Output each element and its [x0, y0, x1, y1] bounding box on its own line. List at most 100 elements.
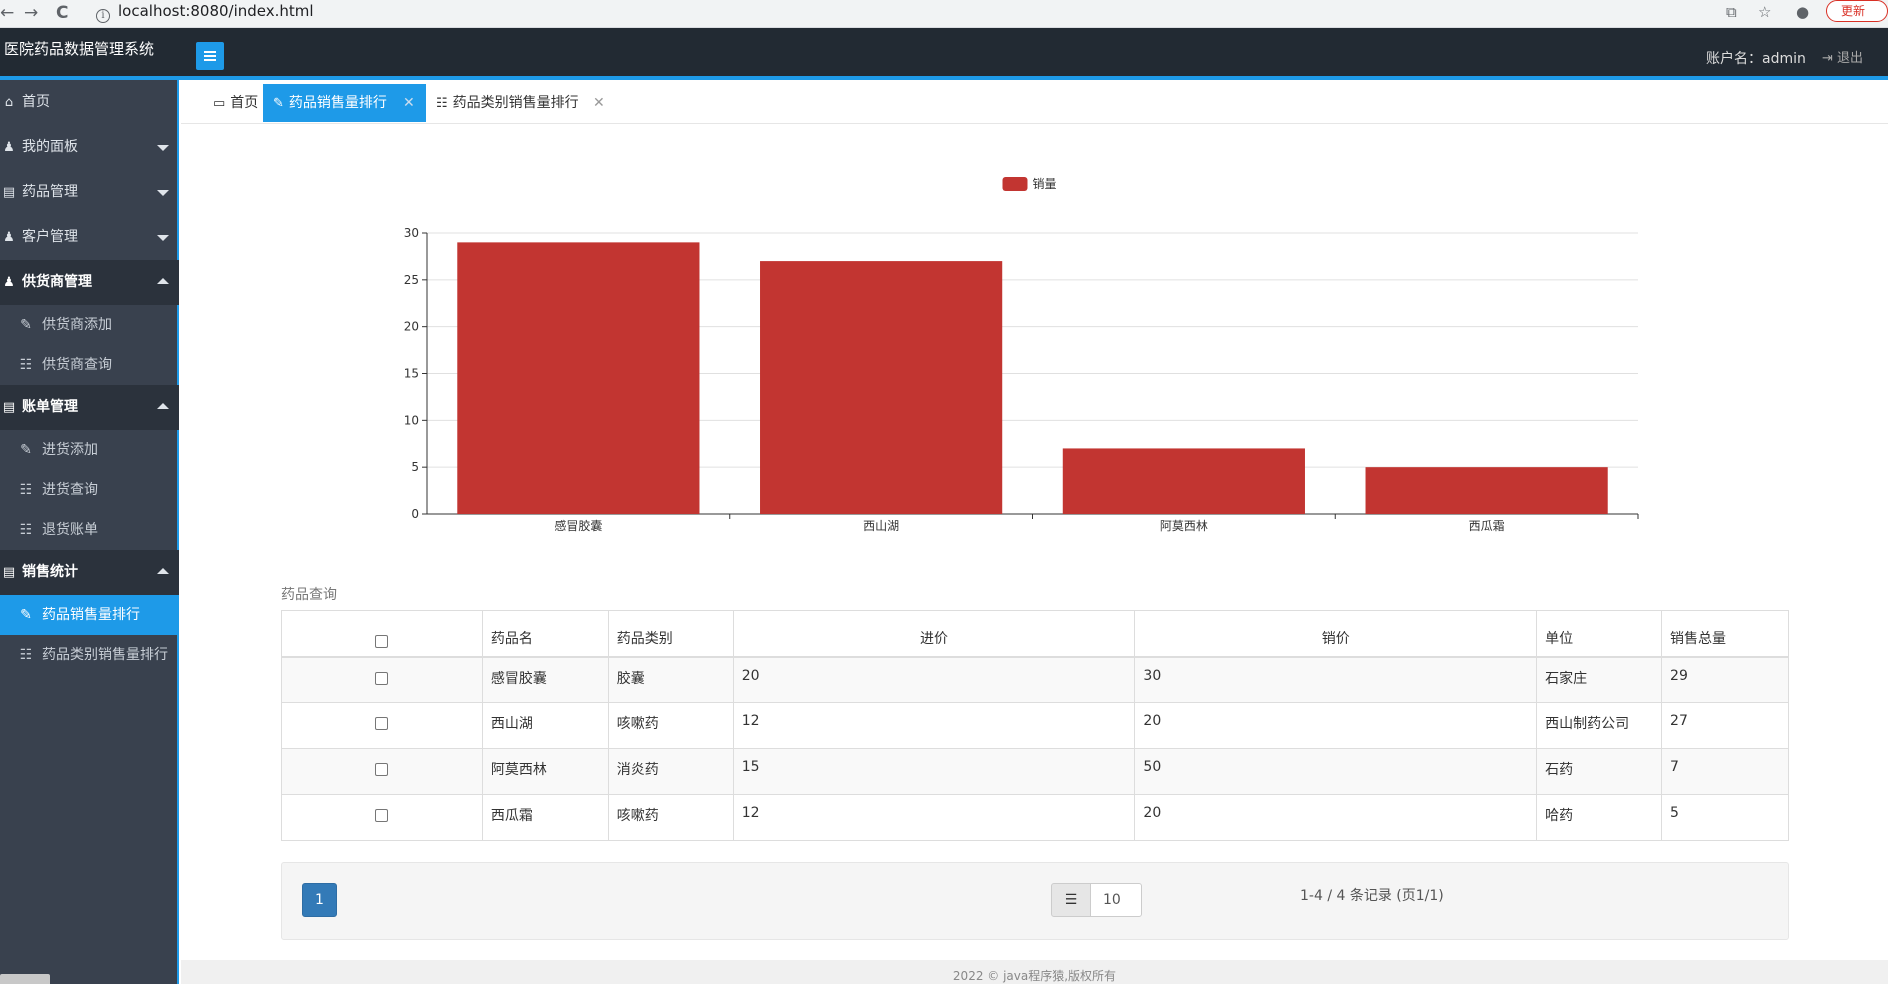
edit-icon: ✎ [20, 317, 32, 333]
browser-toolbar: ← → C i localhost:8080/index.html ⧉ ☆ ● 更… [0, 0, 1888, 28]
document-icon: ▤ [2, 185, 16, 200]
sidebar-item-label: 供货商查询 [42, 357, 112, 373]
copyright-text: 2022 © java程序猿,版权所有 [952, 969, 1117, 983]
sidebar-item-purchase-query[interactable]: ☷ 进货查询 [0, 470, 179, 510]
sidebar-item-purchase-add[interactable]: ✎ 进货添加 [0, 430, 179, 470]
column-header[interactable]: 销售总量 [1661, 610, 1789, 658]
back-icon[interactable]: ← [0, 3, 15, 23]
tab-label: 药品销售量排行 [288, 95, 387, 111]
table-row[interactable]: 西山湖 咳嗽药 12 20 西山制药公司 27 [281, 702, 1789, 749]
y-tick-label: 25 [404, 273, 419, 287]
url-text: localhost:8080/index.html [118, 2, 314, 20]
sidebar: ⌂ 首页 ♟ 我的面板 ▤ 药品管理 ♟ 客户管理 ♟ 供货商管理 ✎ 供货商添… [0, 80, 179, 984]
table-cell: 咳嗽药 [607, 794, 734, 841]
edit-icon: ✎ [20, 442, 32, 458]
column-header[interactable]: 药品名 [481, 610, 609, 658]
table-cell: 西瓜霜 [481, 794, 609, 841]
list-icon: ☷ [19, 522, 33, 538]
bar [760, 261, 1003, 514]
sidebar-item-supplier-mgmt[interactable]: ♟ 供货商管理 [0, 260, 179, 305]
column-header[interactable]: 单位 [1536, 610, 1663, 658]
table-cell: 7 [1661, 748, 1789, 795]
bar [1365, 467, 1608, 514]
y-tick-label: 10 [404, 413, 419, 427]
y-tick-label: 5 [411, 460, 419, 474]
menu-toggle-button[interactable] [196, 42, 224, 70]
row-checkbox[interactable] [375, 671, 389, 685]
list-icon: ☷ [19, 357, 33, 373]
drug-table: 药品名 药品类别 进价 销价 单位 销售总量 感冒胶囊 胶囊 20 30 石家庄… [281, 610, 1789, 841]
column-header[interactable]: 药品类别 [607, 610, 734, 658]
sidebar-item-drug-mgmt[interactable]: ▤ 药品管理 [0, 170, 179, 215]
tab-category-sales-rank[interactable]: ☷ 药品类别销售量排行 ✕ [426, 84, 616, 122]
edit-icon: ✎ [20, 607, 32, 623]
sidebar-item-category-sales-rank[interactable]: ☷ 药品类别销售量排行 [0, 635, 179, 675]
table-cell: 30 [1134, 656, 1538, 703]
table-cell: 5 [1661, 794, 1789, 841]
row-checkbox[interactable] [375, 809, 389, 822]
chart-canvas: 0 5 10 15 20 25 30 感冒胶囊 西山湖 阿莫西林 西瓜霜 销量 [404, 177, 1639, 533]
chevron-down-icon [157, 190, 169, 196]
table-cell: 20 [732, 656, 1136, 703]
legend-swatch [1002, 177, 1028, 191]
sidebar-item-label: 供货商添加 [42, 317, 112, 333]
sidebar-item-drug-sales-rank[interactable]: ✎ 药品销售量排行 [0, 595, 179, 635]
list-icon: ☷ [19, 647, 33, 663]
logout-button[interactable]: ⇥ 退出 [1822, 47, 1863, 66]
x-tick-label: 西瓜霜 [1469, 519, 1505, 533]
footer: 2022 © java程序猿,版权所有 [181, 960, 1888, 984]
row-checkbox[interactable] [375, 763, 389, 776]
sidebar-item-bill-mgmt[interactable]: ▤ 账单管理 [0, 385, 179, 430]
app-title: 医院药品数据管理系统 [4, 40, 155, 58]
profile-icon[interactable]: ● [1796, 3, 1810, 21]
close-icon[interactable]: ✕ [593, 95, 605, 111]
sidebar-item-home[interactable]: ⌂ 首页 [0, 80, 179, 125]
legend-label: 销量 [1033, 177, 1057, 191]
logout-icon: ⇥ [1822, 51, 1833, 66]
x-tick-label: 西山湖 [863, 518, 899, 533]
pagination-bar: 1 ☰ 10 1-4 / 4 条记录 (页1/1) [281, 862, 1789, 940]
y-tick-label: 20 [404, 320, 419, 334]
address-bar[interactable]: i localhost:8080/index.html [90, 0, 1730, 24]
record-count-info: 1-4 / 4 条记录 (页1/1) [1300, 888, 1444, 904]
table-cell: 20 [1134, 794, 1538, 841]
hamburger-icon [204, 51, 216, 53]
tab-home[interactable]: ▭ 首页 [197, 84, 267, 122]
select-all-checkbox[interactable] [375, 634, 389, 648]
table-cell: 20 [1134, 702, 1538, 749]
star-icon[interactable]: ☆ [1758, 3, 1772, 21]
bar [1062, 448, 1305, 514]
close-icon[interactable]: ✕ [403, 95, 415, 111]
sidebar-item-customer-mgmt[interactable]: ♟ 客户管理 [0, 215, 179, 260]
table-row[interactable]: 感冒胶囊 胶囊 20 30 石家庄 29 [281, 656, 1789, 703]
app-header: 医院药品数据管理系统 账户名：admin ⇥ 退出 [0, 28, 1888, 80]
page-size-value[interactable]: 10 [1090, 883, 1142, 917]
sidebar-item-return-bill[interactable]: ☷ 退货账单 [0, 510, 179, 550]
list-icon[interactable]: ☰ [1051, 883, 1091, 917]
row-select-cell [281, 656, 483, 703]
page-button[interactable]: 1 [302, 883, 337, 917]
sidebar-item-supplier-add[interactable]: ✎ 供货商添加 [0, 305, 179, 345]
forward-icon[interactable]: → [24, 3, 39, 23]
site-info-icon[interactable]: i [96, 9, 110, 23]
row-checkbox[interactable] [375, 717, 389, 730]
tab-drug-sales-rank[interactable]: ✎ 药品销售量排行 ✕ [263, 84, 426, 122]
sidebar-item-label: 销售统计 [22, 564, 78, 580]
table-row[interactable]: 西瓜霜 咳嗽药 12 20 哈药 5 [281, 794, 1789, 841]
table-cell: 石药 [1536, 748, 1663, 795]
translate-icon[interactable]: ⧉ [1726, 3, 1737, 21]
sidebar-item-my-panel[interactable]: ♟ 我的面板 [0, 125, 179, 170]
sidebar-item-label: 药品管理 [22, 184, 78, 200]
sidebar-item-sales-stats[interactable]: ▤ 销售统计 [0, 550, 179, 595]
table-cell: 阿莫西林 [481, 748, 609, 795]
table-cell: 石家庄 [1536, 656, 1663, 703]
logout-label: 退出 [1837, 51, 1864, 66]
table-cell: 15 [732, 748, 1136, 795]
update-button[interactable]: 更新 [1826, 0, 1888, 22]
column-header[interactable]: 进价 [732, 610, 1136, 658]
users-icon: ♟ [3, 230, 15, 245]
reload-icon[interactable]: C [56, 3, 69, 23]
table-row[interactable]: 阿莫西林 消炎药 15 50 石药 7 [281, 748, 1789, 795]
column-header[interactable]: 销价 [1134, 610, 1538, 658]
sidebar-item-supplier-query[interactable]: ☷ 供货商查询 [0, 345, 179, 385]
